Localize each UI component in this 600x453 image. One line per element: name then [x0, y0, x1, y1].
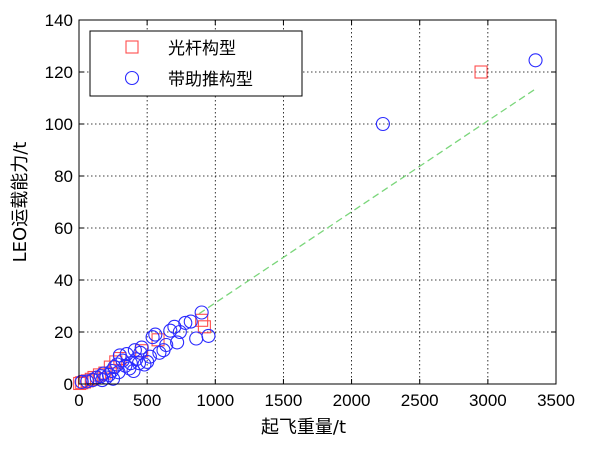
data-point-circle	[163, 323, 178, 338]
x-tick-label: 2500	[401, 391, 439, 410]
y-tick-label: 140	[45, 11, 73, 30]
data-point-circle	[159, 337, 174, 353]
data-point-circle	[131, 356, 147, 371]
data-point-circle	[85, 373, 100, 388]
legend-box	[89, 30, 303, 97]
data-point-circle	[178, 315, 193, 330]
x-tick-label: 1000	[196, 391, 234, 410]
data-point-circle	[528, 53, 543, 68]
data-point-circle	[145, 330, 160, 345]
data-point-circle	[101, 367, 117, 382]
data-point-circle	[201, 328, 216, 343]
data-point-circle	[74, 374, 89, 389]
data-point-circle	[137, 357, 152, 372]
data-point-square	[474, 65, 488, 79]
y-tick-label: 20	[54, 323, 73, 342]
data-point-circle	[167, 319, 182, 334]
legend-marker-square	[125, 40, 139, 54]
x-tick-label: 3500	[537, 391, 575, 410]
y-tick-label: 80	[54, 167, 73, 186]
y-axis-title: LEO运载能力/t	[10, 142, 31, 263]
legend-label: 光杆构型	[168, 39, 236, 59]
axes-frame	[78, 19, 557, 385]
x-tick-label: 2000	[333, 391, 371, 410]
legend-marker-circle	[124, 70, 140, 86]
y-tick-label: 40	[54, 271, 73, 290]
x-tick-label: 500	[133, 391, 161, 410]
trend-line	[198, 88, 536, 315]
data-point-circle	[126, 363, 141, 379]
data-point-square	[197, 320, 211, 334]
x-tick-label: 1500	[265, 391, 303, 410]
y-tick-label: 60	[54, 219, 73, 238]
y-tick-label: 120	[45, 63, 73, 82]
y-tick-label: 100	[45, 115, 73, 134]
data-point-circle	[194, 305, 209, 320]
x-tick-label: 0	[74, 391, 83, 410]
data-point-circle	[80, 374, 95, 389]
data-point-circle	[142, 349, 157, 364]
legend-label: 带助推构型	[168, 70, 253, 90]
data-point-circle	[170, 335, 185, 350]
data-point-circle	[375, 116, 390, 132]
data-point-circle	[134, 340, 149, 355]
data-point-circle	[148, 327, 163, 342]
y-tick-label: 0	[64, 375, 73, 394]
data-point-circle	[183, 314, 198, 329]
x-axis-title: 起飞重量/t	[261, 417, 346, 438]
x-tick-label: 3000	[469, 391, 507, 410]
